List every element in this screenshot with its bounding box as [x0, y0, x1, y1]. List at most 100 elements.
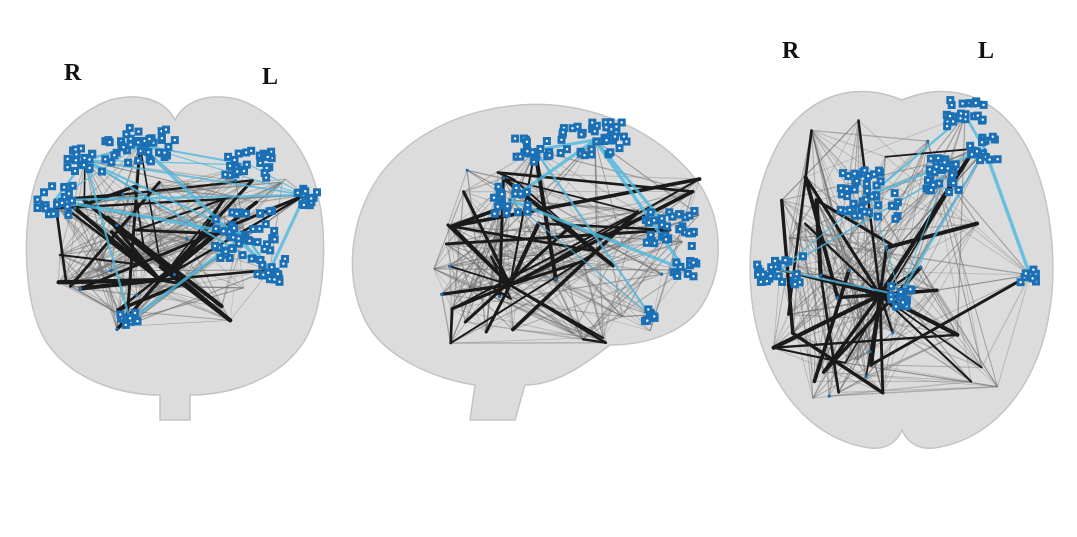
node-marker-dot: [526, 150, 529, 153]
node-marker-dot: [163, 151, 166, 154]
network-edge: [856, 120, 860, 360]
strong-network-edge: [508, 259, 585, 287]
node-marker-dot: [526, 203, 529, 207]
network-edge: [789, 237, 893, 246]
node-marker-dot: [108, 141, 111, 144]
network-edge: [885, 156, 1031, 276]
node-marker-dot: [259, 258, 262, 262]
network-edge: [804, 223, 825, 373]
node-marker-dot: [136, 320, 139, 323]
network-node: [497, 295, 502, 299]
cluster-edge: [534, 138, 596, 152]
node-marker-dot: [143, 139, 146, 143]
network-edge: [269, 182, 283, 271]
network-edge: [981, 274, 1031, 368]
network-edge: [811, 129, 886, 158]
node-marker-dot: [283, 257, 287, 261]
network-edge: [582, 260, 604, 339]
node-marker-dot: [505, 212, 508, 215]
cluster-edge: [509, 198, 686, 272]
coronal-view-panel: R L: [0, 0, 345, 537]
node-marker-dot: [870, 195, 874, 198]
strong-network-edge: [135, 195, 234, 232]
node-marker-dot: [264, 222, 267, 226]
strong-network-edge: [581, 338, 607, 344]
node-marker-dot: [665, 225, 669, 228]
node-marker-dot: [493, 212, 496, 215]
node-marker-dot: [952, 181, 955, 185]
node-marker-dot: [877, 204, 880, 207]
node-marker-dot: [613, 135, 617, 138]
cluster-edge: [779, 174, 946, 271]
node-marker-dot: [224, 250, 227, 253]
node-marker-dot: [793, 283, 797, 286]
node-marker-dot: [978, 158, 982, 162]
network-edge: [107, 180, 236, 219]
node-marker-dot: [675, 261, 678, 264]
node-marker-dot: [263, 247, 266, 251]
node-marker-dot: [964, 113, 967, 116]
network-edge: [811, 130, 1031, 276]
network-edge: [858, 114, 966, 319]
node-marker-dot: [273, 238, 276, 241]
network-edge: [486, 260, 584, 333]
network-edge: [829, 386, 998, 397]
node-marker-dot: [686, 272, 689, 276]
node-marker-dot: [67, 213, 70, 217]
strong-network-edge: [133, 185, 146, 251]
network-edge: [116, 195, 233, 226]
node-marker-dot: [122, 146, 125, 149]
strong-network-edge: [508, 148, 537, 287]
node-marker-dot: [839, 187, 843, 190]
network-edge: [543, 275, 623, 318]
node-marker-dot: [693, 209, 696, 213]
network-edge: [80, 288, 119, 311]
network-edge: [74, 164, 251, 209]
node-marker-dot: [876, 215, 880, 218]
network-node: [172, 272, 176, 277]
node-marker-dot: [853, 214, 856, 217]
network-edge: [234, 180, 246, 236]
network-node: [884, 246, 889, 250]
node-marker-dot: [853, 172, 856, 175]
strong-network-edge: [509, 178, 701, 286]
network-edge: [136, 269, 271, 296]
node-marker-dot: [571, 127, 574, 130]
network-edge: [871, 364, 972, 382]
node-marker-dot: [780, 280, 784, 284]
node-marker-dot: [50, 185, 54, 188]
orientation-label-right: R: [782, 38, 800, 64]
network-edge: [812, 223, 978, 399]
node-marker-dot: [52, 212, 55, 215]
node-marker-dot: [236, 170, 239, 173]
network-node: [185, 237, 189, 241]
node-marker-dot: [268, 210, 271, 213]
network-node: [501, 176, 505, 180]
node-marker-dot: [959, 112, 963, 115]
network-edge: [490, 149, 536, 258]
node-marker-dot: [677, 213, 681, 216]
node-marker-dot: [539, 147, 542, 151]
node-marker-dot: [770, 266, 773, 269]
node-marker-dot: [60, 201, 64, 205]
node-marker-dot: [890, 204, 894, 207]
node-marker-dot: [930, 188, 933, 192]
network-edge: [449, 265, 487, 333]
node-marker-dot: [664, 238, 668, 241]
network-edge: [499, 207, 651, 316]
network-edge: [571, 224, 662, 275]
node-marker-dot: [580, 133, 583, 136]
node-marker-dot: [147, 151, 150, 154]
node-marker-dot: [219, 256, 222, 260]
network-edge: [781, 120, 859, 201]
network-edge: [467, 169, 504, 179]
network-node: [440, 292, 444, 296]
network-edge: [997, 274, 1031, 387]
orientation-label-right: R: [64, 60, 82, 86]
network-node: [926, 139, 930, 143]
strong-network-edge: [878, 245, 889, 297]
node-marker-dot: [996, 158, 999, 161]
network-edge: [512, 273, 662, 331]
node-marker-dot: [296, 191, 299, 194]
strong-network-edge: [779, 198, 795, 335]
